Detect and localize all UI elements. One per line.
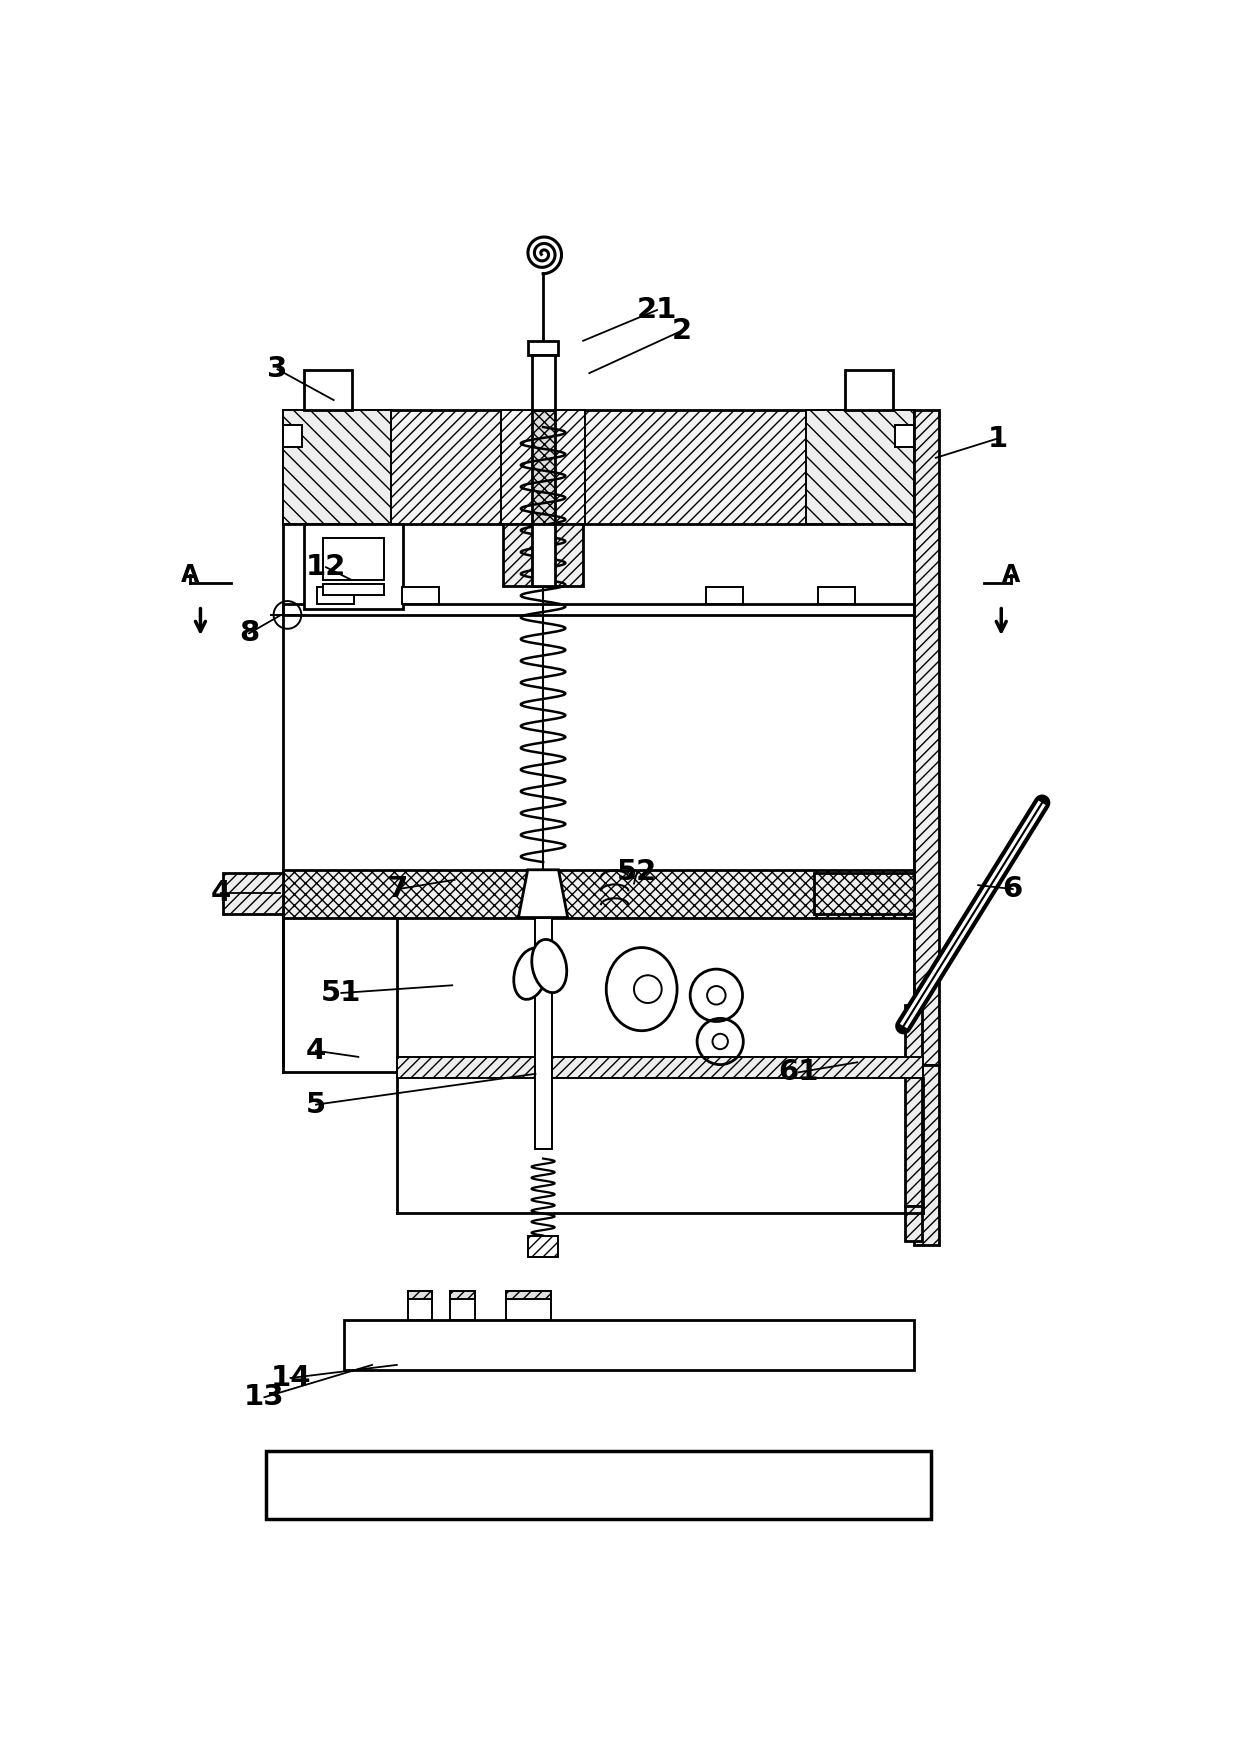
Bar xyxy=(304,523,403,608)
Bar xyxy=(322,585,384,596)
Bar xyxy=(707,587,743,604)
Bar xyxy=(905,1004,921,1207)
Text: 4: 4 xyxy=(211,879,232,907)
Bar xyxy=(283,411,914,523)
Bar xyxy=(905,1207,921,1240)
Bar xyxy=(914,1064,939,1244)
Text: 1: 1 xyxy=(987,425,1008,453)
Text: 51: 51 xyxy=(321,980,362,1008)
Bar xyxy=(534,918,552,1149)
Bar xyxy=(815,872,914,914)
Bar xyxy=(402,587,439,604)
Bar xyxy=(844,370,893,411)
Bar xyxy=(895,425,914,448)
Bar xyxy=(283,411,391,523)
Bar xyxy=(283,425,303,448)
Ellipse shape xyxy=(532,939,567,992)
Bar xyxy=(532,411,554,523)
Bar xyxy=(528,340,558,354)
Bar xyxy=(223,872,283,914)
Bar xyxy=(304,370,352,411)
Bar xyxy=(506,1292,551,1299)
Bar xyxy=(345,1320,914,1371)
Bar xyxy=(503,523,583,585)
Bar xyxy=(532,523,554,585)
Bar xyxy=(501,411,585,523)
Polygon shape xyxy=(518,870,568,918)
Text: 61: 61 xyxy=(779,1059,818,1087)
Bar xyxy=(408,1292,433,1320)
Text: A: A xyxy=(181,562,200,587)
Text: 7: 7 xyxy=(388,876,408,904)
Bar xyxy=(322,537,384,580)
Bar xyxy=(528,1235,558,1256)
Bar xyxy=(283,870,914,918)
Bar xyxy=(818,587,854,604)
Bar xyxy=(506,1292,551,1320)
Bar xyxy=(914,411,939,1064)
Text: 52: 52 xyxy=(618,858,657,886)
Bar xyxy=(450,1292,475,1320)
Text: 5: 5 xyxy=(306,1091,326,1119)
Text: 6: 6 xyxy=(1003,876,1023,904)
Text: 14: 14 xyxy=(270,1364,311,1392)
Text: 21: 21 xyxy=(637,296,677,324)
Text: A: A xyxy=(1002,562,1021,587)
Ellipse shape xyxy=(513,948,548,999)
Bar xyxy=(317,587,355,604)
Text: 13: 13 xyxy=(244,1383,285,1411)
Bar xyxy=(450,1292,475,1299)
Text: 4: 4 xyxy=(306,1036,326,1064)
Bar xyxy=(283,604,914,615)
Bar xyxy=(408,1292,433,1299)
Text: 3: 3 xyxy=(268,356,288,384)
Bar xyxy=(265,1452,931,1519)
Bar xyxy=(397,1057,924,1078)
Text: 2: 2 xyxy=(672,317,692,345)
Ellipse shape xyxy=(606,948,677,1031)
Bar xyxy=(806,411,914,523)
Text: 8: 8 xyxy=(239,620,259,647)
Bar xyxy=(532,354,554,411)
Text: 12: 12 xyxy=(306,553,346,581)
